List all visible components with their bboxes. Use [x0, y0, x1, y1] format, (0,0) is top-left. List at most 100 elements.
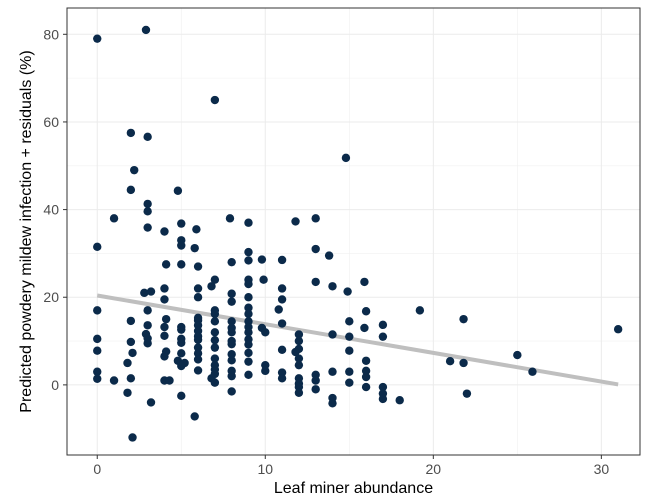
- data-point: [291, 347, 300, 357]
- data-point: [193, 335, 203, 344]
- data-point: [378, 394, 388, 404]
- data-point: [126, 128, 136, 138]
- data-point: [146, 398, 156, 407]
- y-tick-label: 20: [43, 289, 59, 305]
- data-point: [294, 354, 304, 363]
- data-point: [613, 325, 623, 334]
- data-point: [459, 314, 468, 324]
- plot-border: [66, 7, 641, 456]
- data-point: [361, 356, 371, 365]
- data-point: [378, 320, 388, 330]
- x-tick-label: 20: [426, 461, 442, 477]
- data-point: [128, 433, 137, 442]
- y-axis-title: Predicted powdery mildew infection + res…: [18, 50, 35, 412]
- data-point: [192, 225, 201, 234]
- data-point: [459, 358, 468, 368]
- data-point: [259, 275, 268, 284]
- data-point: [93, 306, 102, 315]
- data-point: [513, 350, 522, 360]
- data-point: [360, 323, 369, 333]
- data-point: [190, 243, 199, 253]
- data-point: [277, 345, 287, 355]
- data-point: [345, 332, 354, 341]
- data-points: [93, 25, 623, 442]
- data-point: [311, 385, 320, 394]
- data-point: [227, 371, 236, 381]
- data-point: [395, 396, 404, 405]
- data-point: [445, 357, 455, 366]
- data-point: [210, 335, 220, 345]
- plot-panel: [66, 7, 641, 456]
- data-point: [177, 338, 186, 348]
- data-point: [160, 295, 169, 304]
- data-point: [160, 322, 169, 332]
- data-point: [462, 389, 472, 398]
- minor-gridlines: [67, 8, 640, 455]
- data-point: [274, 305, 283, 314]
- data-point: [328, 282, 337, 291]
- data-point: [123, 358, 132, 368]
- data-point: [244, 370, 253, 380]
- y-tick-label: 60: [43, 114, 59, 130]
- data-point: [227, 339, 236, 349]
- data-point: [177, 349, 186, 358]
- data-point: [160, 331, 169, 340]
- data-point: [210, 275, 220, 284]
- data-point: [143, 306, 152, 315]
- data-point: [361, 307, 371, 316]
- data-point: [311, 214, 320, 223]
- data-point: [126, 374, 136, 383]
- data-point: [143, 339, 152, 348]
- data-point: [177, 391, 186, 401]
- x-tick-label: 10: [257, 461, 273, 477]
- data-point: [93, 34, 102, 43]
- data-point: [361, 382, 371, 392]
- data-point: [225, 214, 235, 223]
- major-gridlines: [67, 8, 640, 455]
- data-point: [141, 25, 151, 35]
- data-point: [143, 199, 152, 209]
- data-point: [244, 247, 253, 257]
- data-point: [244, 348, 253, 358]
- data-point: [345, 367, 354, 376]
- data-point: [123, 388, 132, 397]
- data-point: [126, 185, 136, 195]
- data-point: [177, 241, 186, 250]
- data-point: [244, 328, 253, 337]
- data-point: [193, 284, 203, 293]
- data-point: [257, 255, 267, 264]
- data-point: [210, 378, 220, 387]
- data-point: [244, 256, 253, 265]
- data-point: [210, 317, 220, 326]
- data-point: [160, 227, 169, 236]
- data-point: [143, 207, 152, 216]
- data-point: [311, 277, 320, 287]
- data-point: [345, 346, 354, 355]
- data-point: [528, 367, 537, 376]
- data-point: [294, 360, 304, 370]
- data-point: [378, 332, 388, 341]
- data-point: [378, 382, 388, 392]
- data-point: [244, 357, 253, 366]
- data-point: [126, 316, 136, 326]
- data-point: [277, 284, 287, 293]
- data-point: [324, 251, 334, 260]
- data-point: [261, 366, 270, 376]
- data-point: [294, 388, 304, 397]
- data-point: [311, 376, 320, 385]
- data-point: [93, 367, 102, 376]
- data-point: [207, 282, 216, 291]
- x-tick-label: 30: [594, 461, 610, 477]
- data-point: [361, 366, 371, 376]
- data-point: [93, 334, 102, 344]
- data-point: [161, 260, 171, 269]
- data-point: [210, 309, 220, 319]
- data-point: [341, 153, 351, 163]
- data-point: [193, 293, 203, 302]
- data-point: [177, 361, 186, 371]
- data-point: [109, 214, 119, 223]
- data-point: [193, 349, 203, 358]
- y-tick-label: 0: [51, 377, 59, 393]
- data-point: [143, 132, 152, 142]
